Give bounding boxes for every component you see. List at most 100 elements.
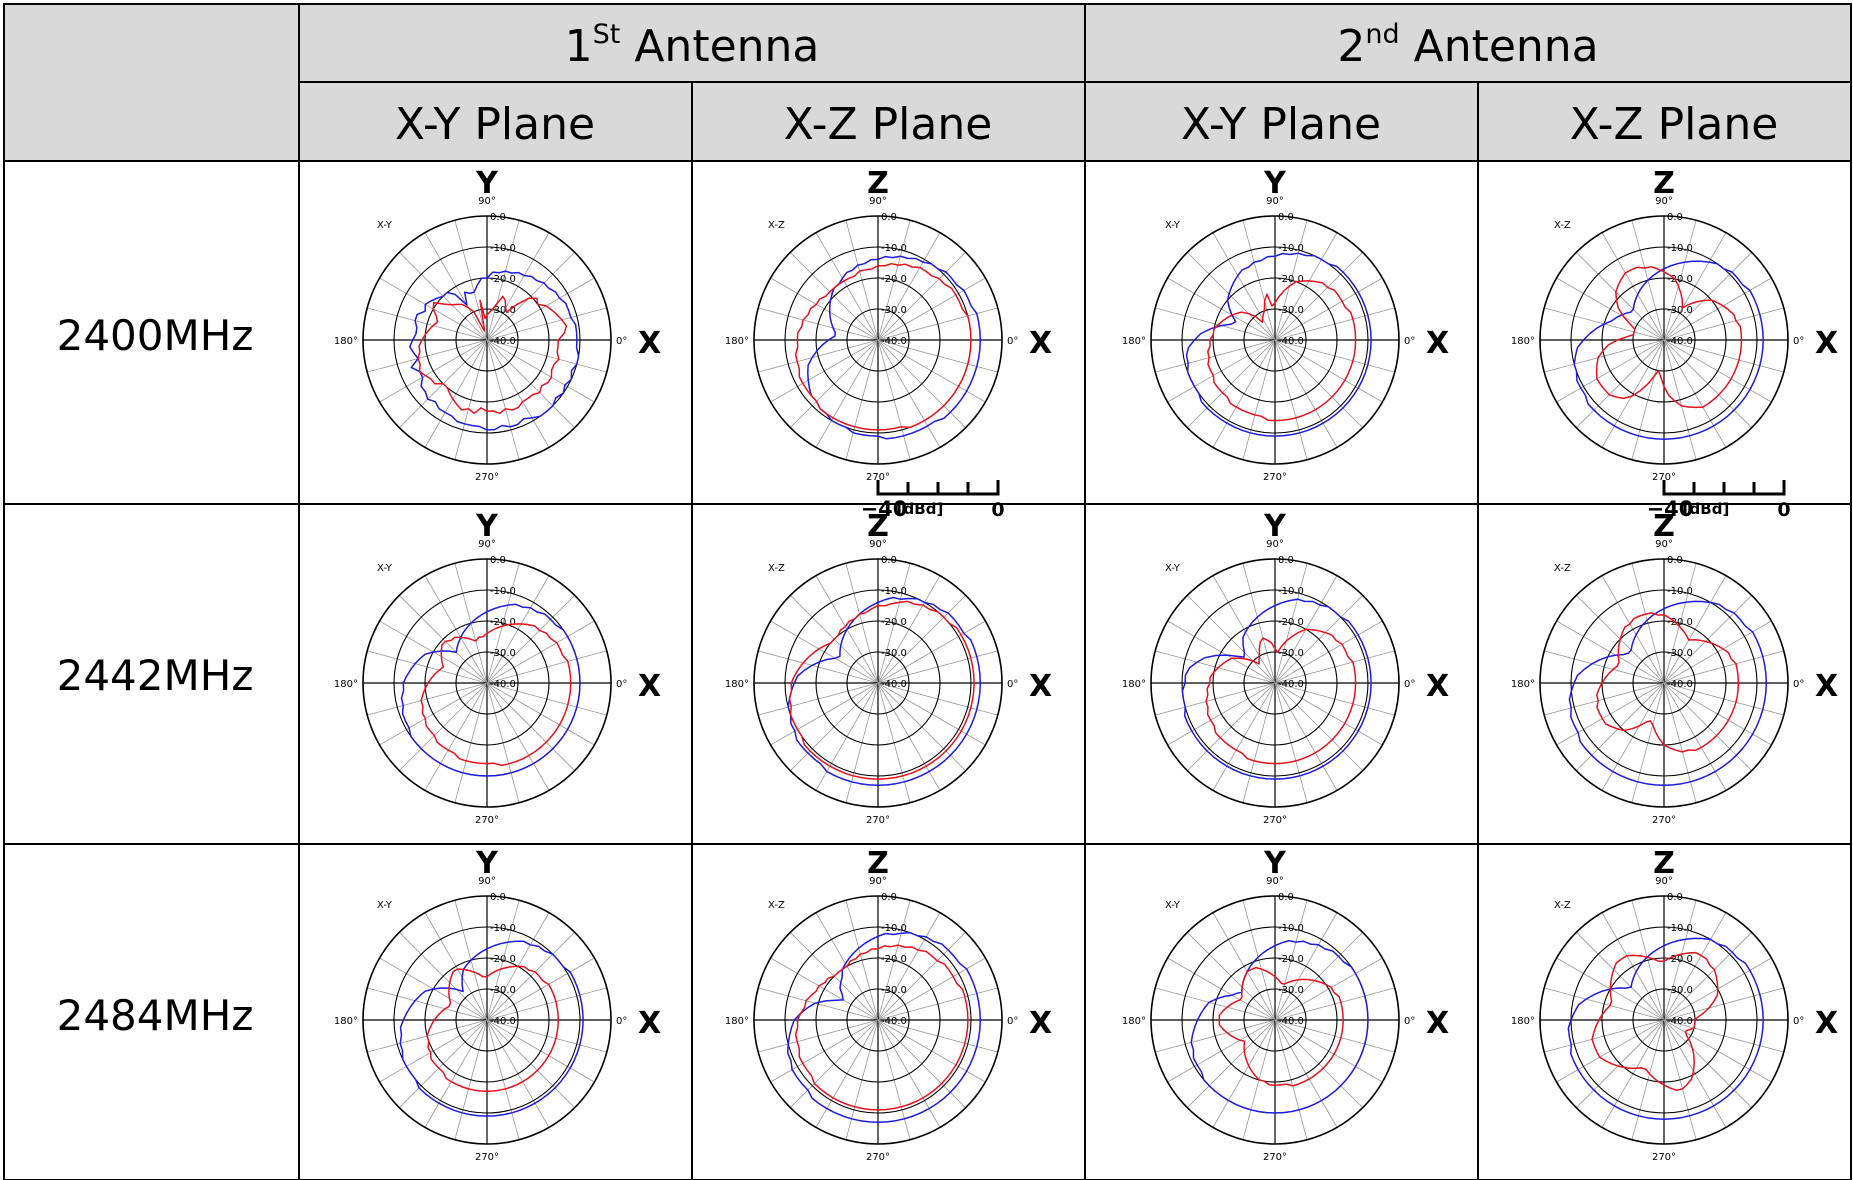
axis-label-vertical: Y	[475, 166, 499, 201]
radial-tick-label: -30.0	[1667, 985, 1693, 996]
angle-label-0: 0°	[1793, 1016, 1804, 1027]
angle-label-270: 270°	[866, 472, 890, 483]
series-trace-red	[1218, 966, 1344, 1087]
axis-label-vertical: Y	[475, 846, 499, 881]
axis-label-horizontal: X	[1029, 669, 1052, 704]
axis-label-horizontal: X	[1815, 669, 1838, 704]
angle-label-180: 180°	[334, 1016, 358, 1027]
plane-header-cell-2	[691, 81, 1086, 162]
plane-heading-3: X-Y Plane	[1181, 99, 1381, 150]
antenna-2-heading: 2nd Antenna	[1337, 19, 1598, 72]
angle-label-90: 90°	[1655, 196, 1673, 207]
radial-tick-label: -40.0	[1278, 1016, 1304, 1027]
radial-tick-label: -40.0	[1667, 679, 1693, 690]
axis-label-horizontal: X	[638, 326, 661, 361]
grid-ring	[846, 988, 910, 1052]
angle-label-90: 90°	[869, 876, 887, 887]
grid-ring	[1212, 620, 1338, 746]
axis-label-vertical: Z	[1653, 846, 1675, 881]
polar-plots: 0.0 -10.0 -20.0 -30.0 -40.0 0° 90° 180° 270° X-Y X…	[334, 166, 1838, 1163]
grid-ring	[784, 589, 972, 777]
axis-label-horizontal: X	[1426, 326, 1449, 361]
angle-label-180: 180°	[725, 679, 749, 690]
series-trace-blue	[1190, 939, 1369, 1114]
radial-tick-label: -30.0	[881, 648, 907, 659]
polar-plot-6: 0.0 -10.0 -20.0 -30.0 -40.0 0° 90° 180° 270° X-Z X…	[725, 509, 1052, 826]
polar-plot-4: 0.0 -10.0 -20.0 -30.0 -40.0 0° 90° 180° 270° X-Z X…	[1511, 166, 1838, 521]
grid-ring	[1150, 215, 1400, 465]
radial-tick-label: -40.0	[490, 1016, 516, 1027]
grid-ring	[753, 558, 1003, 808]
plane-label: X-Z	[1554, 563, 1571, 574]
angle-label-180: 180°	[1511, 679, 1535, 690]
radial-tick-label: -40.0	[1667, 336, 1693, 347]
grid-ring	[1243, 308, 1307, 372]
antenna-1-heading: 1St Antenna	[565, 19, 820, 72]
plane-label: X-Z	[1554, 220, 1571, 231]
grid-ring	[362, 558, 612, 808]
grid-ring	[455, 988, 519, 1052]
grid-ring	[1181, 589, 1369, 777]
radial-tick-label: -20.0	[881, 617, 907, 628]
angle-label-270: 270°	[866, 1152, 890, 1163]
scale-bar-min-label: −40	[861, 497, 908, 521]
radial-tick-label: 0.0	[490, 892, 506, 903]
axis-label-vertical: Y	[1263, 166, 1287, 201]
radial-tick-label: -20.0	[1278, 617, 1304, 628]
angle-label-90: 90°	[869, 539, 887, 550]
radial-tick-label: -10.0	[1278, 923, 1304, 934]
plane-heading-1: X-Y Plane	[395, 99, 595, 150]
plane-label: X-Y	[377, 563, 393, 574]
angle-label-90: 90°	[1655, 539, 1673, 550]
series-trace-red	[1205, 628, 1357, 765]
grid-ring	[1150, 895, 1400, 1145]
polar-plot-11: 0.0 -10.0 -20.0 -30.0 -40.0 0° 90° 180° 270° X-Y X…	[1122, 846, 1449, 1163]
grid-ring	[784, 926, 972, 1114]
grid-ring	[362, 215, 612, 465]
angle-label-0: 0°	[1007, 1016, 1018, 1027]
plane-heading-2: X-Z Plane	[784, 99, 993, 150]
radial-tick-label: 0.0	[1667, 892, 1683, 903]
angle-label-270: 270°	[475, 815, 499, 826]
series-trace-blue	[1181, 598, 1372, 780]
radial-tick-label: -40.0	[1667, 1016, 1693, 1027]
grid-ring	[1243, 988, 1307, 1052]
radial-tick-label: -10.0	[1278, 586, 1304, 597]
radial-tick-label: -10.0	[881, 586, 907, 597]
angle-label-0: 0°	[1007, 336, 1018, 347]
angle-label-270: 270°	[866, 815, 890, 826]
radial-tick-label: -20.0	[1278, 274, 1304, 285]
grid-ring	[815, 957, 941, 1083]
grid-ring	[362, 895, 612, 1145]
angle-label-270: 270°	[1263, 472, 1287, 483]
grid-ring	[1632, 308, 1696, 372]
polar-plot-8: 0.0 -10.0 -20.0 -30.0 -40.0 0° 90° 180° 270° X-Z X…	[1511, 509, 1838, 826]
plane-label: X-Z	[768, 563, 785, 574]
series-trace-red	[420, 623, 572, 767]
radial-tick-label: -30.0	[1278, 648, 1304, 659]
radial-tick-label: -40.0	[881, 336, 907, 347]
angle-label-0: 0°	[1404, 336, 1415, 347]
angle-label-0: 0°	[1793, 336, 1804, 347]
series-trace-blue	[807, 255, 982, 440]
polar-plot-2: 0.0 -10.0 -20.0 -30.0 -40.0 0° 90° 180° 270° X-Z X…	[725, 166, 1052, 521]
radial-tick-label: -10.0	[490, 923, 516, 934]
series-trace-red	[1596, 612, 1740, 753]
radial-tick-label: -40.0	[1278, 336, 1304, 347]
axis-label-horizontal: X	[1029, 1006, 1052, 1041]
radial-tick-label: -30.0	[881, 305, 907, 316]
radial-tick-label: 0.0	[881, 892, 897, 903]
radial-tick-label: -20.0	[1667, 274, 1693, 285]
grid-ring	[815, 620, 941, 746]
radial-tick-label: -10.0	[1278, 243, 1304, 254]
radial-tick-label: -20.0	[881, 954, 907, 965]
series-trace-blue	[1567, 937, 1764, 1120]
angle-label-270: 270°	[475, 472, 499, 483]
grid-ring	[1570, 589, 1758, 777]
series-trace-blue	[786, 931, 982, 1124]
radial-tick-label: -20.0	[1667, 617, 1693, 628]
radial-tick-label: -30.0	[490, 648, 516, 659]
angle-label-180: 180°	[725, 1016, 749, 1027]
angle-label-180: 180°	[334, 336, 358, 347]
